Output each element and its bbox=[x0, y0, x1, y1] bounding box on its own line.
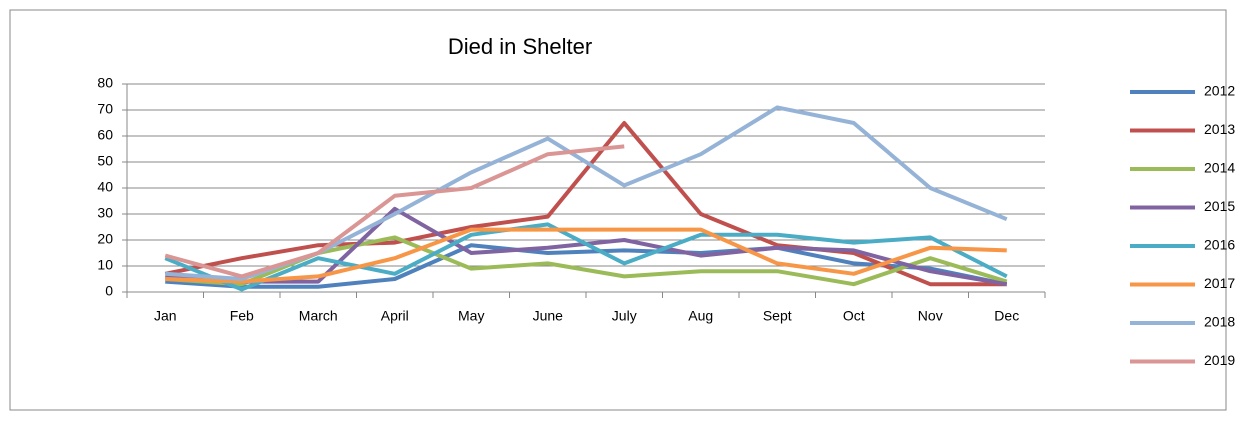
x-tick-label: May bbox=[458, 308, 484, 324]
series-line bbox=[164, 144, 625, 279]
y-tick-label: 40 bbox=[97, 179, 113, 195]
x-tick-label: March bbox=[299, 308, 338, 324]
x-tick-label: Feb bbox=[230, 308, 254, 324]
series-line bbox=[164, 222, 1008, 292]
x-tick-label: Sept bbox=[763, 308, 792, 324]
x-tick-label: Nov bbox=[918, 308, 943, 324]
series-line bbox=[165, 243, 1008, 289]
series-line bbox=[164, 121, 1007, 287]
x-tick-label: April bbox=[381, 308, 409, 324]
y-tick-label: 10 bbox=[97, 257, 113, 273]
x-tick-label: June bbox=[533, 308, 564, 324]
legend-label: 2017 bbox=[1204, 275, 1235, 291]
chart-frame bbox=[9, 9, 1227, 411]
y-tick-label: 30 bbox=[97, 205, 113, 221]
y-tick-label: 50 bbox=[97, 153, 113, 169]
legend-label: 2019 bbox=[1204, 352, 1235, 368]
x-tick-label: Oct bbox=[843, 308, 865, 324]
series-line bbox=[165, 227, 1007, 284]
legend-label: 2013 bbox=[1204, 121, 1235, 137]
legend-label: 2016 bbox=[1204, 237, 1235, 253]
x-tick-label: Jan bbox=[154, 308, 177, 324]
y-tick-label: 20 bbox=[97, 231, 113, 247]
x-tick-label: Dec bbox=[994, 308, 1019, 324]
x-tick-label: Aug bbox=[688, 308, 713, 324]
chart-title: Died in Shelter bbox=[448, 34, 592, 59]
legend-label: 2015 bbox=[1204, 198, 1235, 214]
y-tick-label: 0 bbox=[105, 283, 113, 299]
legend-label: 2018 bbox=[1204, 314, 1235, 330]
y-tick-label: 70 bbox=[97, 101, 113, 117]
y-tick-label: 80 bbox=[97, 75, 113, 91]
legend-label: 2014 bbox=[1204, 160, 1235, 176]
x-tick-label: July bbox=[612, 308, 637, 324]
legend-label: 2012 bbox=[1204, 83, 1235, 99]
y-tick-label: 60 bbox=[97, 127, 113, 143]
